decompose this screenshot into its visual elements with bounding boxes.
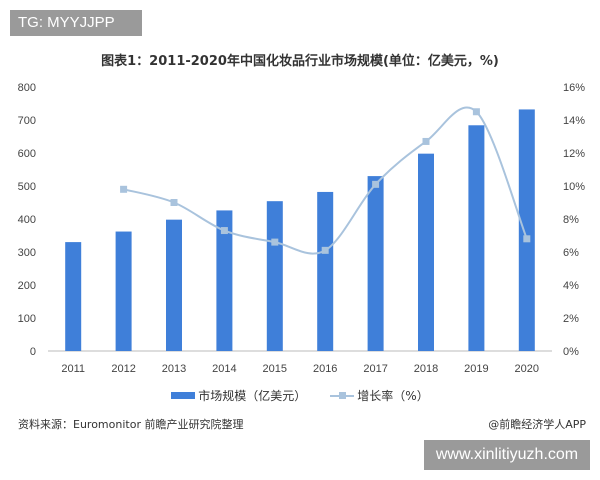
x-tick-label: 2011 bbox=[61, 363, 85, 375]
x-tick-label: 2019 bbox=[464, 363, 488, 375]
bar-swatch-icon bbox=[171, 392, 196, 399]
x-tick-label: 2014 bbox=[212, 363, 236, 375]
legend-bar: 市场规模（亿美元） bbox=[171, 387, 306, 404]
chart-title: 图表1：2011-2020年中国化妆品行业市场规模(单位：亿美元，%) bbox=[101, 54, 499, 69]
bar bbox=[166, 219, 182, 351]
source-note: 资料来源：Euromonitor 前瞻产业研究院整理 bbox=[18, 418, 244, 431]
right-tick-label: 8% bbox=[563, 214, 579, 226]
legend: 市场规模（亿美元） 增长率（%） bbox=[0, 387, 600, 404]
bar bbox=[115, 231, 132, 351]
growth-point bbox=[120, 185, 128, 193]
x-tick-label: 2013 bbox=[162, 363, 186, 375]
bar bbox=[418, 153, 434, 351]
bar bbox=[266, 201, 283, 351]
bar bbox=[518, 109, 535, 351]
left-tick-label: 100 bbox=[18, 313, 36, 325]
legend-line-label: 增长率（%） bbox=[357, 389, 429, 403]
right-tick-label: 16% bbox=[563, 82, 585, 94]
brand-note: @前瞻经济学人APP bbox=[488, 418, 586, 431]
growth-point bbox=[372, 180, 380, 188]
right-tick-label: 2% bbox=[563, 313, 579, 325]
left-tick-label: 600 bbox=[18, 148, 36, 160]
right-tick-label: 12% bbox=[563, 148, 585, 160]
bar bbox=[216, 210, 233, 351]
left-tick-label: 500 bbox=[18, 181, 36, 193]
bar bbox=[317, 191, 334, 351]
bar bbox=[65, 242, 82, 351]
growth-point bbox=[422, 137, 430, 145]
left-tick-label: 700 bbox=[18, 115, 36, 127]
growth-point bbox=[321, 246, 329, 254]
x-tick-label: 2016 bbox=[313, 363, 337, 375]
left-tick-label: 300 bbox=[18, 247, 36, 259]
legend-line: 增长率（%） bbox=[330, 387, 429, 404]
left-tick-label: 800 bbox=[18, 82, 36, 94]
bar bbox=[468, 125, 485, 351]
right-tick-label: 0% bbox=[563, 346, 579, 358]
growth-point bbox=[472, 108, 480, 116]
left-tick-label: 200 bbox=[18, 280, 36, 292]
legend-bar-label: 市场规模（亿美元） bbox=[198, 389, 307, 403]
right-tick-label: 4% bbox=[563, 280, 579, 292]
x-tick-label: 2020 bbox=[515, 363, 539, 375]
left-tick-label: 400 bbox=[18, 214, 36, 226]
growth-point bbox=[523, 235, 531, 243]
x-tick-label: 2017 bbox=[363, 363, 387, 375]
right-tick-label: 10% bbox=[563, 181, 585, 193]
x-tick-label: 2018 bbox=[414, 363, 438, 375]
line-swatch-icon bbox=[330, 391, 355, 399]
growth-point bbox=[220, 227, 228, 235]
watermark: www.xinlitiyuzh.com bbox=[424, 440, 590, 470]
left-tick-label: 0 bbox=[30, 346, 36, 358]
growth-point bbox=[170, 199, 178, 206]
tg-tag: TG: MYYJJPP bbox=[10, 10, 142, 36]
x-tick-label: 2015 bbox=[263, 363, 287, 375]
right-tick-label: 14% bbox=[563, 115, 585, 127]
bar bbox=[367, 176, 384, 351]
right-tick-label: 6% bbox=[563, 247, 579, 259]
growth-point bbox=[271, 238, 279, 246]
x-tick-label: 2012 bbox=[111, 363, 135, 375]
